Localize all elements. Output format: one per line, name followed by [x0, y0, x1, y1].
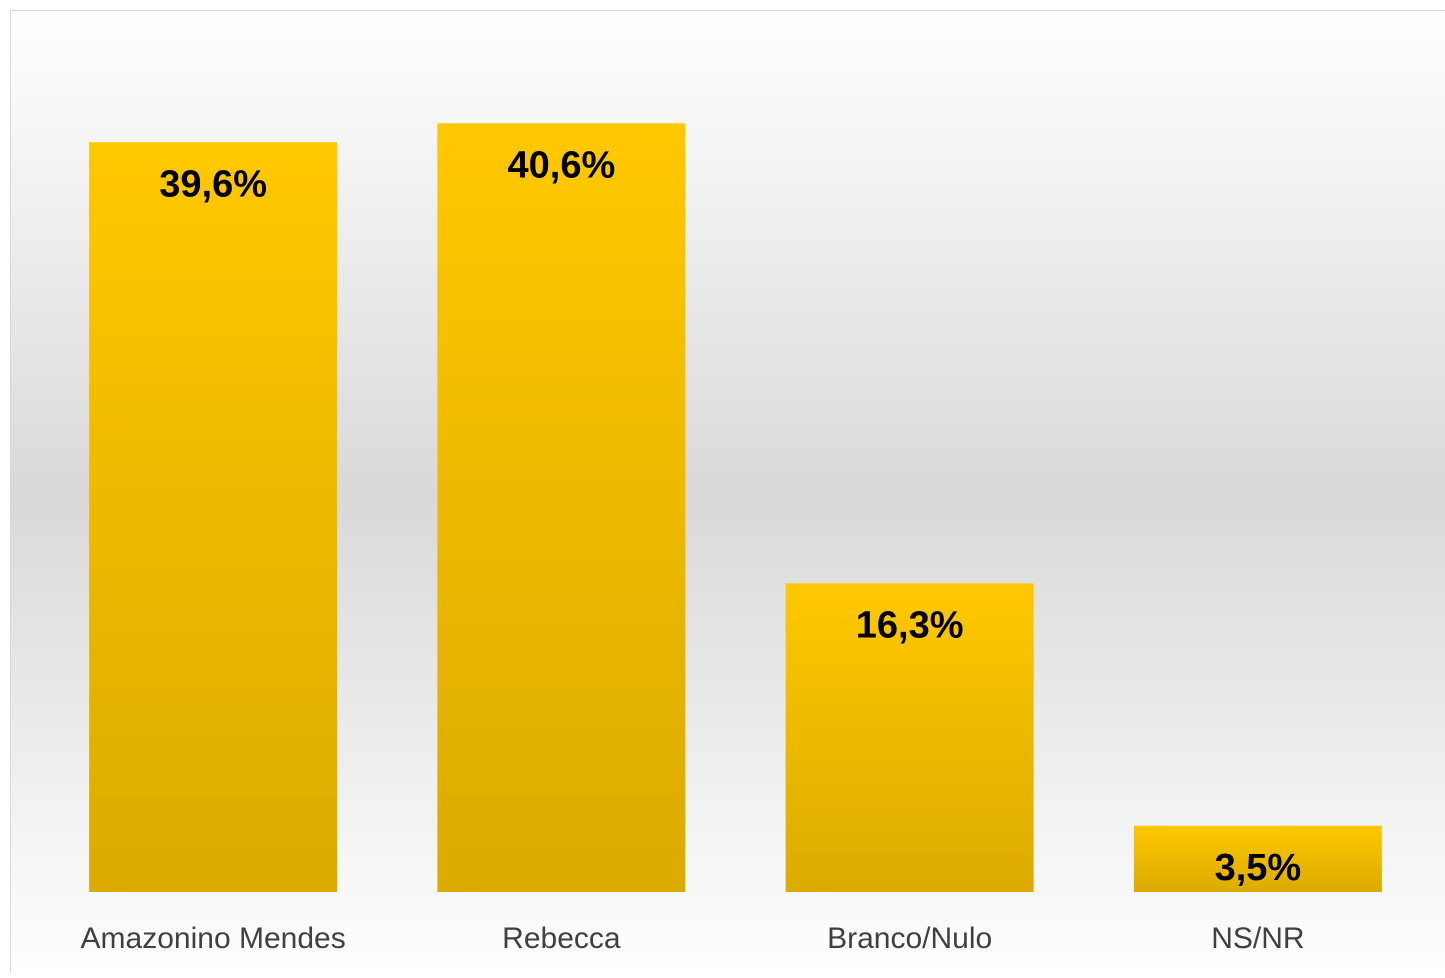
- data-label: 16,3%: [856, 604, 964, 646]
- x-tick-label: Amazonino Mendes: [81, 922, 346, 955]
- data-label: 40,6%: [508, 144, 616, 186]
- x-tick-label: Rebecca: [502, 922, 621, 955]
- bar: [437, 123, 685, 892]
- data-label: 3,5%: [1215, 847, 1302, 889]
- data-label: 39,6%: [159, 163, 267, 205]
- bar: [89, 142, 337, 892]
- x-tick-label: NS/NR: [1211, 922, 1304, 955]
- x-tick-label: Branco/Nulo: [827, 922, 992, 955]
